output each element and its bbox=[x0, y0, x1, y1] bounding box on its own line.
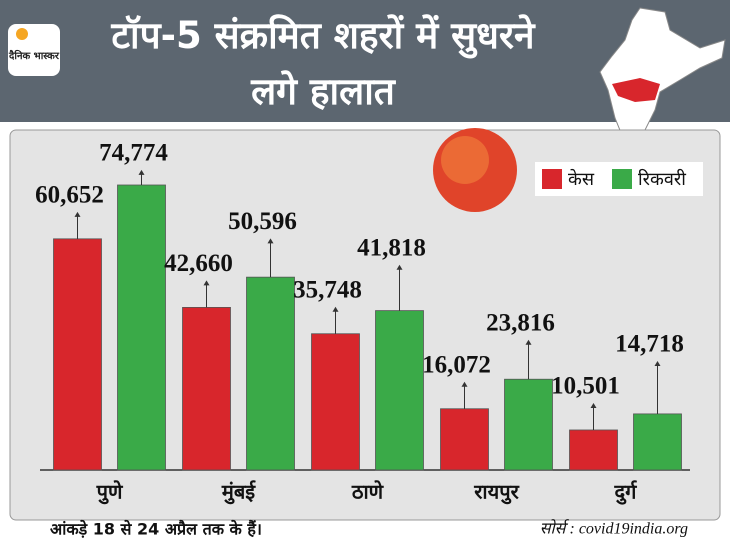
value-label: 35,748 bbox=[293, 276, 362, 303]
x-tick-label: ठाणे bbox=[351, 480, 385, 504]
legend-swatch bbox=[612, 169, 632, 189]
x-tick-label: मुंबई bbox=[221, 480, 256, 505]
map-highlight bbox=[612, 78, 660, 102]
value-label: 16,072 bbox=[422, 351, 491, 378]
label-arrow bbox=[138, 169, 145, 175]
bar bbox=[569, 429, 618, 471]
source: सोर्स : covid19india.org bbox=[540, 519, 688, 538]
value-label: 41,818 bbox=[357, 234, 426, 261]
bar bbox=[311, 333, 360, 471]
label-arrow bbox=[267, 238, 274, 244]
x-tick-label: रायपुर bbox=[473, 480, 519, 505]
bar bbox=[504, 378, 553, 471]
label-arrow bbox=[203, 280, 210, 286]
label-arrow bbox=[590, 402, 597, 408]
label-arrow bbox=[461, 381, 468, 387]
value-label: 14,718 bbox=[615, 331, 684, 358]
bar bbox=[440, 408, 489, 471]
label-arrow bbox=[525, 339, 532, 345]
label-arrow bbox=[654, 360, 661, 366]
logo-box bbox=[8, 24, 60, 76]
bar bbox=[246, 276, 295, 471]
bar bbox=[375, 310, 424, 471]
chart-title: टॉप-5 संक्रमित शहरों में सुधरने लगे हाला… bbox=[111, 14, 535, 113]
label-arrow bbox=[332, 306, 339, 312]
legend-swatch bbox=[542, 169, 562, 189]
label-arrow bbox=[396, 264, 403, 270]
value-label: 74,774 bbox=[99, 140, 168, 167]
value-label: 60,652 bbox=[35, 182, 104, 209]
bar bbox=[633, 413, 682, 471]
value-label: 50,596 bbox=[228, 208, 297, 235]
value-label: 42,660 bbox=[164, 250, 233, 277]
virus bbox=[433, 128, 517, 212]
x-tick-label: दुर्ग bbox=[614, 480, 638, 506]
bar bbox=[53, 238, 102, 471]
x-tick-label: पुणे bbox=[96, 480, 124, 505]
legend-label: केस bbox=[568, 168, 595, 190]
bar bbox=[182, 307, 231, 471]
logo-text: दैनिक भास्कर bbox=[8, 49, 60, 62]
label-arrow bbox=[74, 211, 81, 217]
footnote: आंकड़े 18 से 24 अप्रैल तक के हैं। bbox=[50, 520, 262, 539]
bar bbox=[117, 184, 166, 471]
india-map bbox=[599, 7, 726, 151]
logo-sun bbox=[16, 28, 28, 40]
legend-label: रिकवरी bbox=[638, 168, 686, 190]
value-label: 23,816 bbox=[486, 309, 555, 336]
value-label: 10,501 bbox=[551, 373, 620, 400]
